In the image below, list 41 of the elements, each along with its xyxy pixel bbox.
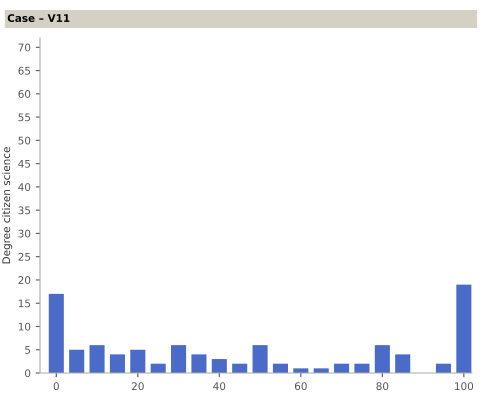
x-tick-label: 20 <box>132 382 144 390</box>
x-tick-label: 40 <box>213 382 226 390</box>
x-tick-label: 60 <box>294 382 307 390</box>
bar <box>110 354 125 373</box>
bar <box>232 364 248 373</box>
bar <box>69 350 84 373</box>
bar <box>374 345 390 373</box>
bar <box>212 359 227 373</box>
bar <box>272 364 288 373</box>
y-tick-label: 30 <box>18 230 30 238</box>
y-tick-label: 15 <box>18 300 30 308</box>
bar <box>130 350 146 373</box>
y-tick-label: 55 <box>18 113 30 122</box>
bar <box>252 345 268 373</box>
bar <box>395 354 410 373</box>
y-tick-label: 50 <box>18 136 30 144</box>
bar <box>150 364 166 373</box>
y-tick-label: 65 <box>18 66 30 75</box>
y-axis-title: Degree citizen science <box>2 147 12 264</box>
y-tick-label: 40 <box>18 183 30 191</box>
y-tick-label: 35 <box>18 206 30 214</box>
bar <box>90 345 105 373</box>
bar <box>334 364 350 373</box>
y-tick-label: 25 <box>18 252 30 261</box>
y-tick-label: 20 <box>18 276 30 284</box>
y-tick-label: 0 <box>25 369 30 378</box>
y-tick-label: 45 <box>18 160 30 168</box>
x-tick-label: 0 <box>54 382 59 390</box>
bar <box>191 354 206 373</box>
bar <box>171 345 186 373</box>
bar <box>48 294 64 373</box>
bar <box>456 284 472 373</box>
bar <box>436 364 452 373</box>
bar <box>354 364 370 373</box>
y-tick-label: 10 <box>18 322 30 331</box>
chart-title: Case – V11 <box>8 14 70 22</box>
x-tick-label: 100 <box>455 382 474 390</box>
y-tick-label: 5 <box>25 346 30 354</box>
x-tick-label: 80 <box>376 382 388 390</box>
y-tick-label: 60 <box>18 90 30 98</box>
y-tick-label: 70 <box>18 44 30 52</box>
